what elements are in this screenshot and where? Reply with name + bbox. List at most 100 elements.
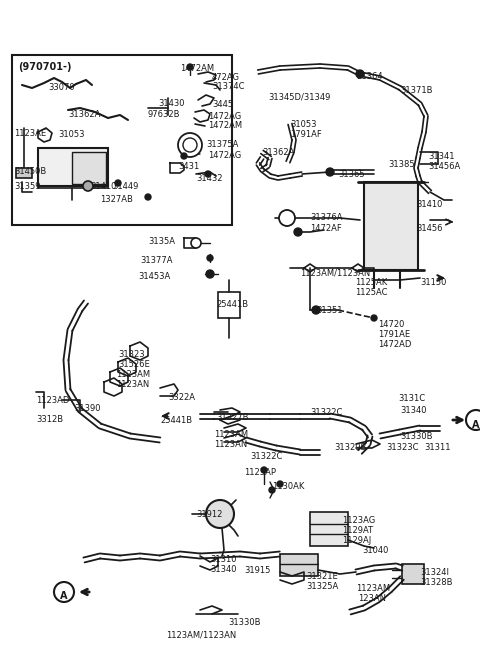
Text: A: A	[60, 591, 68, 601]
Text: 1123AM: 1123AM	[214, 430, 248, 439]
Text: 1123AE: 1123AE	[14, 129, 46, 138]
Bar	[218, 292, 240, 318]
Text: 3131C: 3131C	[398, 394, 425, 403]
Text: 31365: 31365	[338, 170, 365, 179]
Circle shape	[466, 410, 480, 430]
Text: 31362A: 31362A	[262, 148, 294, 157]
Text: 1472AM: 1472AM	[208, 121, 242, 130]
Bar	[310, 512, 348, 546]
Text: 97632B: 97632B	[148, 110, 180, 119]
Text: 1123AM/1123AN: 1123AM/1123AN	[166, 630, 236, 639]
Text: 31456: 31456	[416, 224, 443, 233]
Text: 1123AN: 1123AN	[116, 380, 149, 389]
Text: 14720: 14720	[378, 320, 404, 329]
Circle shape	[269, 487, 275, 493]
Circle shape	[207, 255, 213, 261]
Bar	[402, 564, 424, 584]
Text: 31327B: 31327B	[216, 413, 249, 422]
Circle shape	[183, 138, 197, 152]
Text: 1125AK: 1125AK	[355, 278, 387, 287]
Text: 31310: 31310	[210, 555, 237, 564]
Text: 1472AG: 1472AG	[208, 112, 241, 121]
Text: 3322A: 3322A	[168, 393, 195, 402]
Circle shape	[83, 181, 93, 191]
Text: 1123AN: 1123AN	[214, 440, 247, 449]
Text: 1123AP: 1123AP	[244, 468, 276, 477]
Text: 31385: 31385	[388, 160, 415, 169]
Text: 31040: 31040	[362, 546, 388, 555]
Text: 31321E: 31321E	[306, 572, 338, 581]
Text: 1123AG: 1123AG	[342, 516, 375, 525]
Circle shape	[187, 64, 193, 70]
Text: 1129AJ: 1129AJ	[342, 536, 371, 545]
Text: 25441B: 25441B	[216, 300, 248, 309]
Bar	[16, 168, 32, 178]
Text: 31375A: 31375A	[206, 140, 239, 149]
Text: 31345D/31349: 31345D/31349	[268, 92, 330, 101]
Circle shape	[294, 228, 302, 236]
Text: 1472AD: 1472AD	[378, 340, 411, 349]
Text: 31150: 31150	[420, 278, 446, 287]
Circle shape	[312, 306, 320, 314]
Text: A: A	[472, 420, 480, 430]
Circle shape	[326, 168, 334, 176]
Text: 31323: 31323	[118, 350, 144, 359]
Text: 31449: 31449	[112, 182, 138, 191]
Circle shape	[261, 467, 267, 473]
Text: 31912: 31912	[196, 510, 222, 519]
Text: (970701-): (970701-)	[18, 62, 72, 72]
Circle shape	[115, 180, 121, 186]
Circle shape	[181, 153, 187, 159]
Text: 31341: 31341	[428, 152, 455, 161]
Text: 31322C: 31322C	[310, 408, 342, 417]
Text: 31325A: 31325A	[306, 582, 338, 591]
Text: 31390: 31390	[74, 404, 100, 413]
Text: 3445: 3445	[212, 100, 233, 109]
Text: 1472AG: 1472AG	[208, 151, 241, 160]
Circle shape	[356, 70, 364, 78]
Text: 31362A: 31362A	[68, 110, 100, 119]
Text: 31311: 31311	[424, 443, 451, 452]
Text: 31453A: 31453A	[138, 272, 170, 281]
Text: 31430: 31430	[158, 99, 184, 108]
Text: 31915: 31915	[244, 566, 270, 575]
Text: 1327AB: 1327AB	[100, 195, 133, 204]
Text: 31328B: 31328B	[420, 578, 453, 587]
Circle shape	[371, 315, 377, 321]
Circle shape	[206, 500, 234, 528]
Text: 31432: 31432	[196, 174, 223, 183]
Circle shape	[145, 194, 151, 200]
Text: 31351: 31351	[316, 306, 343, 315]
Text: 472AG: 472AG	[212, 73, 240, 82]
Text: 1130AK: 1130AK	[272, 482, 304, 491]
Circle shape	[205, 171, 211, 177]
Text: 31456A: 31456A	[428, 162, 460, 171]
Text: 31330B: 31330B	[400, 432, 432, 441]
Text: 31526E: 31526E	[118, 360, 150, 369]
Text: 1472AM: 1472AM	[180, 64, 214, 73]
Text: 31364: 31364	[356, 72, 383, 81]
Bar	[38, 148, 108, 186]
Text: 1472AF: 1472AF	[310, 224, 342, 233]
Text: 31359: 31359	[14, 182, 40, 191]
Text: 1125AC: 1125AC	[355, 288, 387, 297]
Text: 31450B: 31450B	[14, 167, 46, 176]
Text: 31053: 31053	[290, 120, 316, 129]
Text: 31374C: 31374C	[212, 82, 244, 91]
Text: 1123AD: 1123AD	[36, 396, 70, 405]
Text: 3312B: 3312B	[36, 415, 63, 424]
Circle shape	[54, 582, 74, 602]
Text: 3431: 3431	[178, 162, 199, 171]
Bar	[12, 55, 232, 225]
Text: 31340: 31340	[400, 406, 427, 415]
Circle shape	[191, 238, 201, 248]
Bar	[364, 182, 418, 270]
Text: 1791AE: 1791AE	[378, 330, 410, 339]
Text: 1123AM: 1123AM	[116, 370, 150, 379]
Bar	[72, 152, 106, 184]
Text: 1123AM: 1123AM	[356, 584, 390, 593]
Circle shape	[279, 210, 295, 226]
Text: 31330B: 31330B	[228, 618, 261, 627]
Text: 1129AT: 1129AT	[342, 526, 373, 535]
Text: 31410: 31410	[90, 182, 116, 191]
